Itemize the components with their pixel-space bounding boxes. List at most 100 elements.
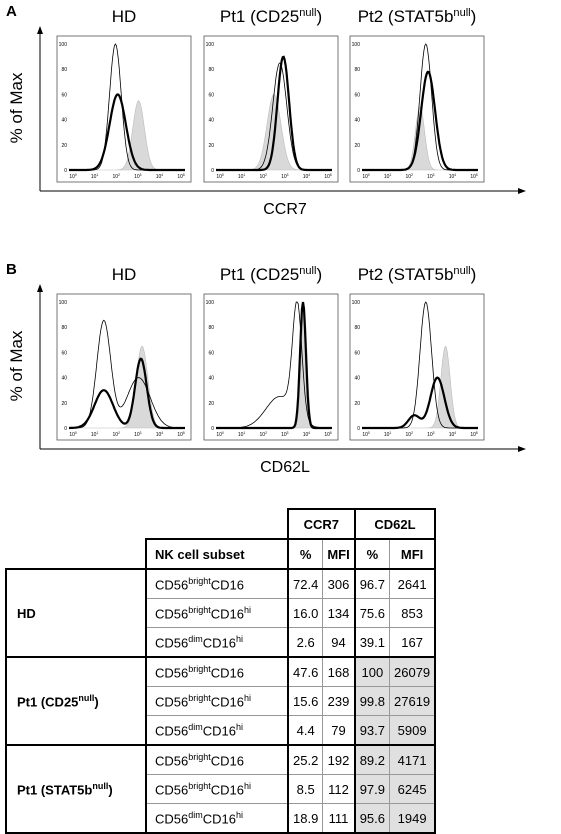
plot-frame <box>203 293 339 441</box>
value-cell: 15.6 <box>287 686 324 716</box>
x-tick-label: 101 <box>238 431 246 438</box>
y-tick-label: 0 <box>357 168 360 174</box>
superscript: null <box>299 265 316 277</box>
superscript: hi <box>236 633 244 644</box>
row-group-label: Pt1 (STAT5bnull) <box>5 744 147 834</box>
text-run: CD56 <box>155 665 189 681</box>
axis-arrows <box>39 290 520 450</box>
text-run: 10 <box>113 432 119 438</box>
superscript: hi <box>244 780 252 791</box>
value-cell: 99.8 <box>353 686 391 716</box>
y-tick-label: 40 <box>354 118 360 124</box>
table-row: CD56dimCD16hi 2.6 94 39.1 167 <box>6 627 437 658</box>
y-tick-label: 20 <box>61 401 67 407</box>
superscript: 2 <box>411 173 413 177</box>
text-run: 10 <box>406 432 412 438</box>
y-tick-label: 100 <box>352 42 361 48</box>
text-run: 10 <box>324 174 330 180</box>
superscript: hi <box>236 721 244 732</box>
plot-frame <box>56 35 192 183</box>
x-tick-label: 103 <box>427 431 435 438</box>
text-run: 10 <box>134 432 140 438</box>
superscript: null <box>453 7 470 19</box>
text-run: HD <box>112 7 137 26</box>
table-row: CD56brightCD16hi 15.6 239 99.8 27619 <box>6 686 437 716</box>
text-run: CD56 <box>155 694 189 710</box>
text-run: Pt2 (STAT5b <box>358 7 454 26</box>
x-tick-label: 104 <box>303 173 311 180</box>
y-tick-label: 20 <box>61 143 67 149</box>
y-tick-label: 20 <box>208 401 214 407</box>
text-run: 10 <box>324 432 330 438</box>
y-tick-label: 80 <box>61 67 67 73</box>
thick-histogram <box>216 55 332 172</box>
y-tick-label: 0 <box>357 426 360 432</box>
value-cell: 168 <box>322 656 356 687</box>
text-run: Pt1 (CD25 <box>220 265 299 284</box>
subset-cell: CD56dimCD16hi <box>145 627 289 658</box>
y-tick-label: 40 <box>61 376 67 382</box>
text-run: 10 <box>216 432 222 438</box>
table-row: Pt1 (STAT5bnull) CD56brightCD16 25.2 192 89.… <box>5 744 437 834</box>
superscript: null <box>78 692 95 703</box>
value-cell: 39.1 <box>353 627 391 658</box>
superscript: dim <box>188 809 203 820</box>
superscript: 4 <box>161 173 163 177</box>
text-run: 10 <box>134 174 140 180</box>
text-run: 10 <box>260 174 266 180</box>
column-header: % <box>287 538 324 570</box>
value-cell: 4171 <box>389 744 437 775</box>
column-group-header: CD62L <box>353 508 437 540</box>
x-tick-label: 100 <box>362 431 370 438</box>
value-cell: 95.6 <box>353 803 391 834</box>
x-tick-label: 102 <box>260 431 268 438</box>
x-tick-label: 100 <box>216 431 224 438</box>
value-cell: 112 <box>322 774 356 804</box>
y-axis-label: % of Max <box>7 330 26 401</box>
superscript: 1 <box>243 173 245 177</box>
y-tick-label: 40 <box>61 118 67 124</box>
x-tick-label: 104 <box>156 431 164 438</box>
text-run: 10 <box>281 174 287 180</box>
plot-title: Pt1 (CD25null) <box>220 265 322 284</box>
superscript: 2 <box>265 173 267 177</box>
y-tick-label: 60 <box>61 350 67 356</box>
table-row: CD56dimCD16hi 18.9 111 95.6 1949 <box>6 803 437 834</box>
text-run: 10 <box>91 174 97 180</box>
row-group-label: HD <box>5 568 147 658</box>
value-cell: 239 <box>322 686 356 716</box>
plot-title: HD <box>112 7 137 26</box>
superscript: bright <box>188 751 211 762</box>
superscript: dim <box>188 721 203 732</box>
thin-histogram <box>69 319 185 429</box>
y-tick-label: 0 <box>64 168 67 174</box>
value-cell: 4.4 <box>287 715 324 746</box>
column-header: NK cell subset <box>145 538 289 570</box>
x-tick-label: 100 <box>69 173 77 180</box>
value-cell: 72.4 <box>287 568 324 599</box>
text-run: ) <box>471 7 477 26</box>
superscript: 4 <box>454 173 456 177</box>
value-cell: 79 <box>322 715 356 746</box>
superscript: 3 <box>287 431 289 435</box>
plot-frame <box>56 293 192 441</box>
superscript: 3 <box>433 173 435 177</box>
row-group-label: Pt1 (CD25null) <box>5 656 147 746</box>
superscript: bright <box>188 604 211 615</box>
text-run: Pt1 (CD25 <box>17 694 79 710</box>
plot-title: Pt1 (CD25null) <box>220 7 322 26</box>
text-run: 10 <box>362 432 368 438</box>
x-tick-label: 102 <box>406 173 414 180</box>
superscript: null <box>92 780 109 791</box>
subset-cell: CD56brightCD16hi <box>145 686 289 716</box>
x-tick-label: 105 <box>177 431 185 438</box>
isotype-histogram <box>69 345 185 429</box>
x-tick-label: 104 <box>449 431 457 438</box>
y-tick-label: 20 <box>354 401 360 407</box>
text-run: Pt2 (STAT5b <box>358 265 454 284</box>
table-row: HD CD56brightCD16 72.4 306 96.7 2641 <box>5 568 437 658</box>
text-run: 10 <box>384 174 390 180</box>
table-row: CD56brightCD16hi 16.0 134 75.6 853 <box>6 598 437 628</box>
text-run: 10 <box>470 432 476 438</box>
x-tick-label: 103 <box>281 173 289 180</box>
